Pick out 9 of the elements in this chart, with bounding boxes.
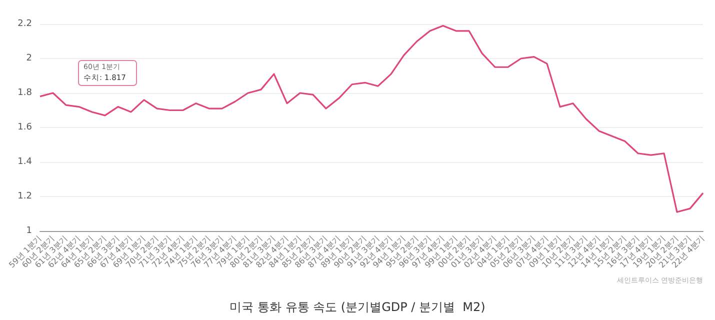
- y-tick-label: 1: [26, 226, 32, 236]
- y-tick-label: 1.4: [18, 157, 32, 167]
- text: 미국 통화 유통 속도 (분기별GDP / 분기별 M2): [230, 300, 486, 314]
- y-tick-label: 1.2: [18, 192, 32, 202]
- y-tick-label: 2: [26, 54, 32, 64]
- y-tick-label: 2.2: [18, 19, 32, 29]
- y-tick-label: 1.8: [18, 88, 32, 98]
- y-tick-label: 1.6: [18, 122, 32, 132]
- line-series: [39, 24, 704, 213]
